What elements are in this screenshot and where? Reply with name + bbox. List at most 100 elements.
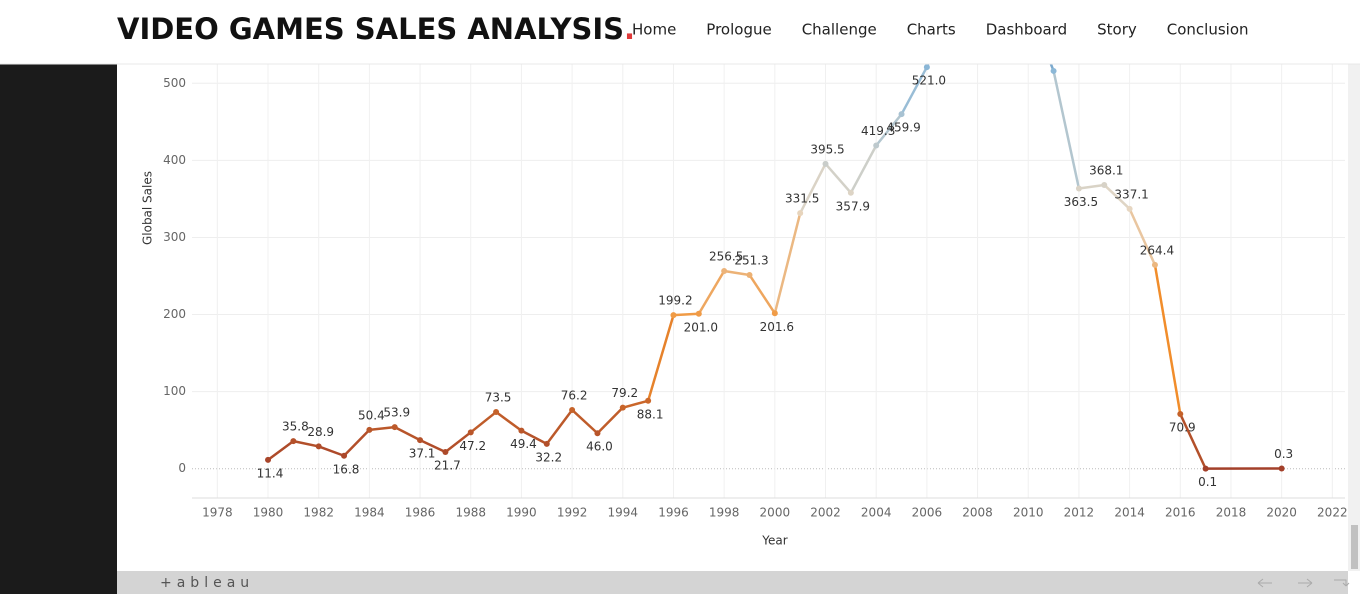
x-tick-label: 2018 xyxy=(1216,506,1247,520)
data-label: 70.9 xyxy=(1169,421,1196,435)
nav-link[interactable]: Conclusion xyxy=(1167,21,1249,39)
point xyxy=(569,406,576,413)
x-tick-label: 2020 xyxy=(1266,506,1297,520)
data-label: 201.6 xyxy=(760,320,794,334)
nav-link[interactable]: Challenge xyxy=(802,21,877,39)
data-label: 363.5 xyxy=(1064,195,1098,209)
site-title[interactable]: VIDEO GAMES SALES ANALYSIS xyxy=(117,12,624,46)
y-tick-label: 400 xyxy=(163,153,186,167)
point xyxy=(695,310,702,317)
nav-link[interactable]: Home xyxy=(632,21,676,39)
data-label: 11.4 xyxy=(257,466,284,480)
point xyxy=(290,438,297,445)
line-segment xyxy=(875,113,903,147)
x-tick-label: 1996 xyxy=(658,506,689,520)
point xyxy=(594,430,601,437)
revert-icon[interactable] xyxy=(1334,579,1350,587)
point xyxy=(898,111,905,118)
line-segment xyxy=(394,426,421,442)
point xyxy=(391,424,398,431)
point xyxy=(746,271,753,278)
point xyxy=(670,312,677,319)
point xyxy=(518,427,525,434)
x-tick-label: 1980 xyxy=(253,506,284,520)
point xyxy=(543,440,550,447)
x-axis-title: Year xyxy=(761,534,787,548)
data-label: 357.9 xyxy=(836,199,870,213)
undo-icon[interactable] xyxy=(1257,578,1272,588)
line-segment xyxy=(673,312,699,317)
nav-link[interactable]: Dashboard xyxy=(986,21,1067,39)
data-label: 21.7 xyxy=(434,458,461,472)
line-segment xyxy=(1179,413,1207,470)
data-label: 395.5 xyxy=(810,142,844,156)
x-tick-label: 1986 xyxy=(405,506,436,520)
scrollbar[interactable] xyxy=(1348,64,1360,571)
point xyxy=(1075,185,1082,192)
x-tick-label: 1992 xyxy=(557,506,588,520)
scrollbar-thumb[interactable] xyxy=(1351,525,1358,569)
header xyxy=(0,0,1360,64)
line-segment xyxy=(419,438,446,454)
x-tick-label: 1994 xyxy=(608,506,639,520)
data-label: 47.2 xyxy=(459,439,486,453)
line-segment xyxy=(267,440,295,461)
data-label: 459.9 xyxy=(886,121,920,135)
x-tick-label: 2012 xyxy=(1064,506,1095,520)
data-label: 32.2 xyxy=(535,450,562,464)
point xyxy=(493,409,500,416)
point xyxy=(645,397,652,404)
x-tick-label: 1990 xyxy=(506,506,537,520)
point xyxy=(923,64,930,71)
data-label: 256.5 xyxy=(709,249,743,263)
data-label: 0.1 xyxy=(1198,475,1217,489)
point xyxy=(315,443,322,450)
point xyxy=(797,210,804,217)
point xyxy=(619,404,626,411)
data-label: 50.4 xyxy=(358,408,385,422)
line-segment xyxy=(596,406,624,435)
x-tick-label: 2006 xyxy=(912,506,943,520)
x-tick-label: 1988 xyxy=(455,506,486,520)
line-segment xyxy=(1128,208,1157,266)
data-label: 79.2 xyxy=(611,386,638,400)
x-tick-label: 2004 xyxy=(861,506,892,520)
nav-link[interactable]: Prologue xyxy=(706,21,771,39)
line-segment xyxy=(1153,264,1182,415)
point xyxy=(1278,465,1285,472)
data-label: 368.1 xyxy=(1089,163,1123,177)
point xyxy=(265,456,272,463)
x-tick-label: 1982 xyxy=(303,506,334,520)
data-label: 37.1 xyxy=(409,447,436,461)
data-label: 251.3 xyxy=(734,253,768,267)
line-segment xyxy=(723,269,750,277)
y-tick-label: 300 xyxy=(163,230,186,244)
plot: 11.4 35.828.9 16.8 50.453.9 37.121.7 47.2 73.5… xyxy=(192,64,1345,498)
tableau-logo[interactable]: +ableau xyxy=(160,575,254,591)
line-segment xyxy=(646,314,675,402)
data-label: 73.5 xyxy=(485,391,512,405)
nav-link[interactable]: Story xyxy=(1097,21,1137,39)
point xyxy=(771,310,778,317)
y-tick-label: 200 xyxy=(163,307,186,321)
nav-link[interactable]: Charts xyxy=(907,21,956,39)
data-label: 0.3 xyxy=(1274,447,1293,461)
data-label: 16.8 xyxy=(333,462,360,476)
line-segment xyxy=(1052,70,1081,189)
point xyxy=(366,426,373,433)
line-segment xyxy=(444,431,472,453)
redo-icon[interactable] xyxy=(1298,578,1313,588)
site-title-mark: . xyxy=(624,12,635,46)
line-segment xyxy=(773,212,802,314)
line-segment xyxy=(293,439,319,448)
line-segment xyxy=(824,163,852,194)
data-label: 199.2 xyxy=(658,294,692,308)
data-label: 331.5 xyxy=(785,192,819,206)
sidebar xyxy=(0,64,117,594)
tableau-footer xyxy=(117,571,1348,594)
point xyxy=(1126,205,1133,212)
x-tick-label: 2010 xyxy=(1013,506,1044,520)
y-tick-label: 100 xyxy=(163,384,186,398)
point xyxy=(873,142,880,149)
